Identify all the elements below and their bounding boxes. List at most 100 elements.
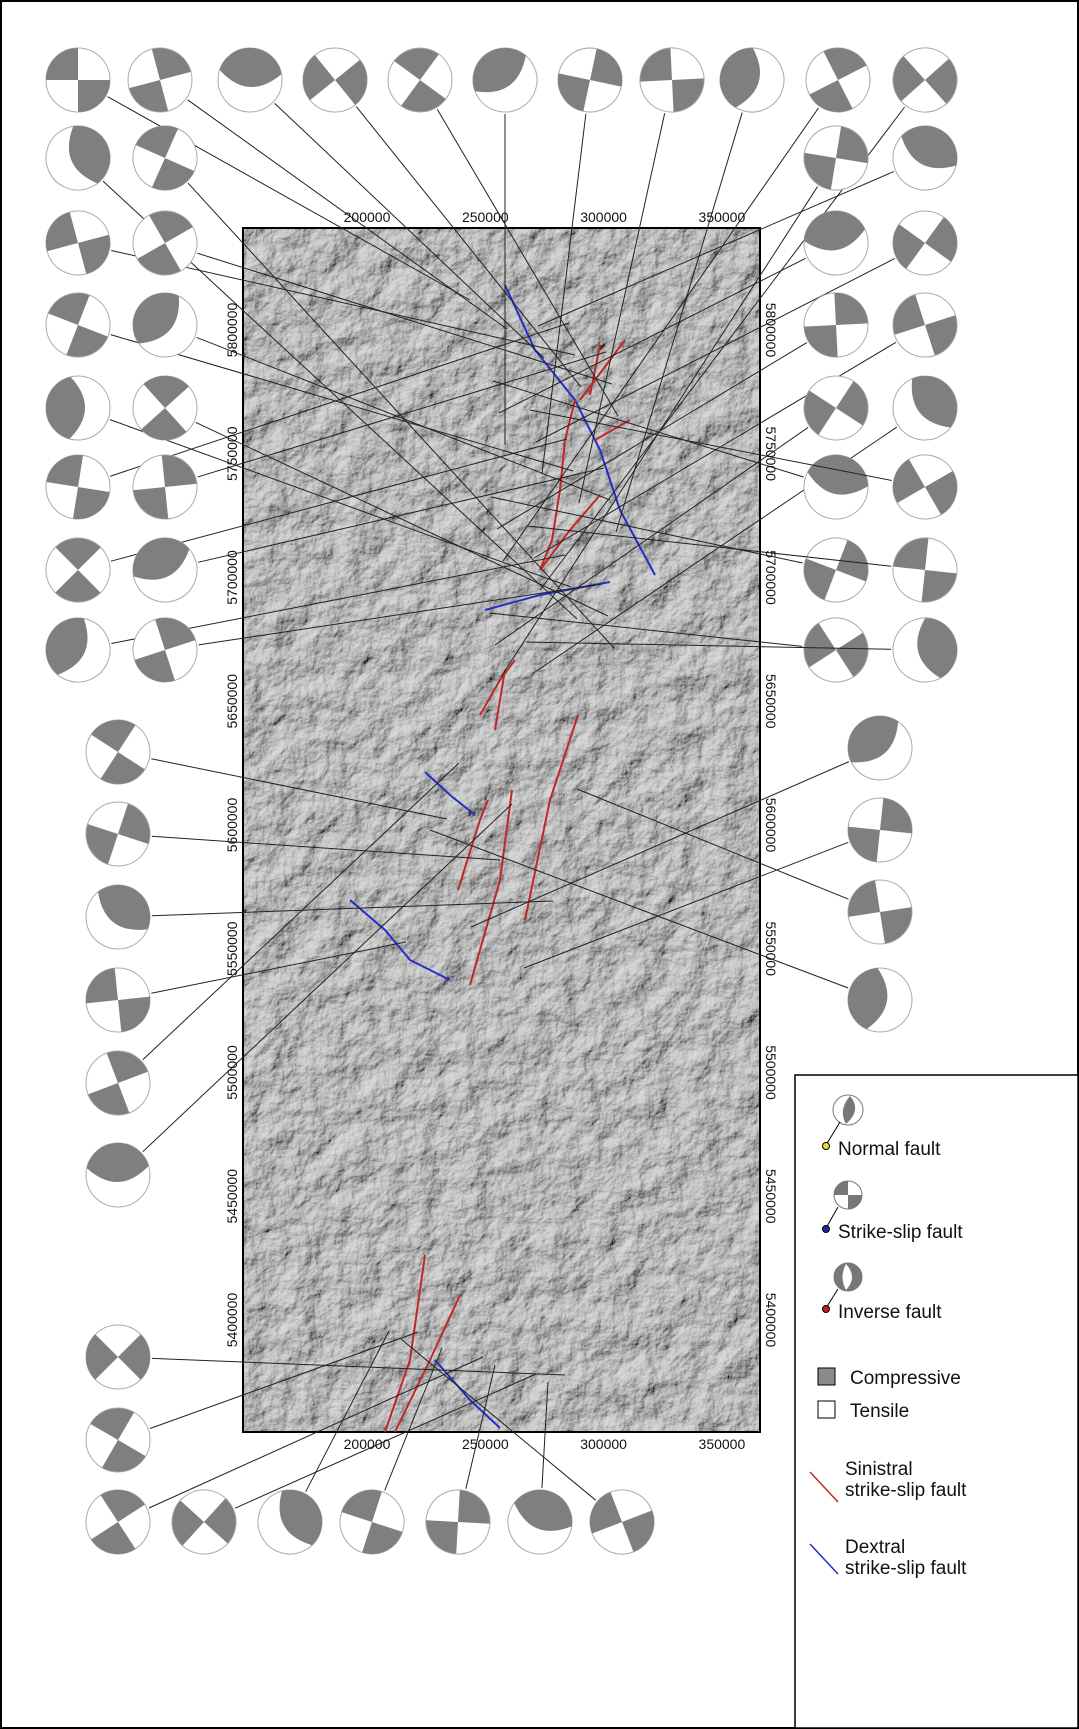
- x-coordinate-label: 300000: [580, 1436, 627, 1452]
- beach-ball: [74, 1478, 163, 1567]
- legend-label: Compressive: [850, 1368, 961, 1389]
- y-coordinate-label: 5800000: [224, 303, 240, 358]
- legend-dot: [823, 1143, 830, 1150]
- x-coordinate-label: 250000: [462, 209, 509, 225]
- beach-ball: [35, 607, 120, 692]
- legend-label: Normal fault: [838, 1139, 941, 1160]
- beach-ball: [581, 1481, 664, 1564]
- beach-ball: [38, 530, 118, 610]
- legend-label: strike-slip fault: [845, 1480, 967, 1501]
- beach-ball: [880, 363, 970, 453]
- x-coordinate-label: 350000: [699, 1436, 746, 1452]
- y-coordinate-label: 5550000: [763, 921, 779, 976]
- y-coordinate-label: 5600000: [763, 798, 779, 853]
- beach-ball: [122, 527, 208, 613]
- beach-ball: [880, 280, 970, 370]
- x-coordinate-label: 200000: [344, 209, 391, 225]
- beach-ball: [712, 40, 791, 119]
- beach-ball: [415, 1479, 500, 1564]
- legend-dot: [823, 1306, 830, 1313]
- legend-label: Dextral: [845, 1537, 905, 1558]
- beach-ball: [795, 529, 878, 612]
- y-coordinate-label: 5750000: [224, 426, 240, 481]
- beach-ball: [41, 450, 114, 523]
- beach-ball: [120, 363, 210, 453]
- beach-ball: [120, 280, 210, 370]
- legend-box: [795, 1075, 1078, 1728]
- legend-swatch: [818, 1401, 835, 1418]
- beach-ball: [843, 963, 917, 1037]
- hillshade: [243, 228, 760, 1432]
- y-coordinate-label: 5800000: [763, 303, 779, 358]
- beach-ball: [886, 611, 964, 689]
- beach-ball: [883, 528, 966, 611]
- beach-ball: [882, 115, 969, 202]
- beach-ball: [628, 36, 716, 124]
- x-coordinate-label: 250000: [462, 1436, 509, 1452]
- beach-ball: [798, 205, 873, 280]
- beach-ball: [123, 116, 207, 200]
- beach-ball: [83, 965, 153, 1035]
- beach-ball: [802, 291, 869, 358]
- y-coordinate-label: 5750000: [763, 426, 779, 481]
- beach-ball: [74, 708, 163, 797]
- beach-ball: [73, 1038, 163, 1128]
- beach-ball: [121, 199, 209, 287]
- y-coordinate-label: 5700000: [224, 550, 240, 605]
- beach-ball: [36, 116, 120, 200]
- y-coordinate-label: 5450000: [224, 1169, 240, 1224]
- y-coordinate-label: 5500000: [224, 1045, 240, 1100]
- beach-ball: [46, 48, 110, 112]
- y-coordinate-label: 5450000: [763, 1169, 779, 1224]
- beach-ball: [290, 35, 380, 125]
- legend-label: Sinistral: [845, 1459, 913, 1480]
- beach-ball: [165, 1483, 243, 1561]
- beach-ball: [332, 1482, 413, 1563]
- y-coordinate-label: 5600000: [224, 798, 240, 853]
- beach-ball: [792, 606, 879, 693]
- beach-ball: [798, 449, 875, 526]
- beach-ball: [39, 204, 117, 282]
- beach-ball: [115, 35, 205, 125]
- x-coordinate-label: 200000: [344, 1436, 391, 1452]
- y-coordinate-label: 5400000: [224, 1293, 240, 1348]
- beach-ball: [125, 610, 206, 691]
- legend: Normal fault Strike-slip fault Inverse f…: [795, 1075, 1078, 1728]
- y-coordinate-label: 5400000: [763, 1293, 779, 1348]
- beach-ball: [45, 375, 110, 440]
- beach-ball: [801, 373, 870, 442]
- map: [243, 228, 760, 1432]
- legend-label: Tensile: [850, 1401, 909, 1422]
- beach-ball: [795, 37, 881, 123]
- beach-ball: [121, 443, 210, 532]
- legend-label: Strike-slip fault: [838, 1222, 963, 1243]
- y-coordinate-label: 5650000: [763, 674, 779, 729]
- beach-ball: [884, 39, 966, 121]
- beach-ball: [85, 1142, 151, 1208]
- beach-ball: [881, 443, 968, 530]
- beach-ball: [216, 46, 284, 114]
- y-coordinate-label: 5550000: [224, 921, 240, 976]
- beach-ball: [73, 1312, 164, 1403]
- beach-ball: [880, 198, 969, 287]
- y-coordinate-label: 5700000: [763, 550, 779, 605]
- beach-ball: [552, 42, 628, 118]
- legend-label: Inverse fault: [838, 1302, 942, 1323]
- figure: 200000 200000 250000 250000 300000 300000 3500…: [0, 0, 1079, 1729]
- x-coordinate-label: 350000: [699, 209, 746, 225]
- legend-label: strike-slip fault: [845, 1558, 967, 1579]
- beach-ball: [795, 117, 876, 198]
- beach-ball: [498, 1480, 581, 1563]
- beach-ball: [845, 795, 915, 865]
- beach-ball: [835, 867, 925, 957]
- y-coordinate-label: 5500000: [763, 1045, 779, 1100]
- beach-ball: [73, 872, 163, 962]
- legend-swatch: [818, 1368, 835, 1385]
- beach-ball: [85, 1407, 151, 1473]
- beach-ball: [246, 1478, 333, 1565]
- x-coordinate-label: 300000: [580, 209, 627, 225]
- beach-ball: [835, 703, 925, 793]
- beach-ball: [384, 44, 456, 116]
- beach-ball: [42, 289, 113, 360]
- beach-ball: [81, 797, 155, 871]
